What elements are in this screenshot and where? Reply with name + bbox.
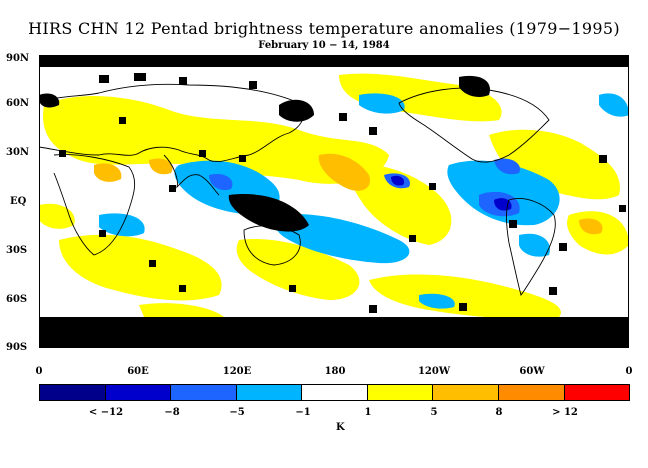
colorbar-swatch [236, 385, 303, 400]
lat-label: 90N [6, 53, 30, 64]
lon-label: 60W [519, 366, 545, 377]
colorbar-label: −8 [164, 407, 180, 418]
colorbar-label: −5 [229, 407, 245, 418]
colorbar-label: 1 [364, 407, 372, 418]
lon-label: 0 [35, 366, 43, 377]
strong-warm-regions [94, 153, 603, 235]
lon-label: 120E [222, 366, 252, 377]
lat-label: 60N [6, 98, 30, 109]
lat-label: 90S [6, 342, 28, 353]
colorbar-swatch [302, 385, 368, 400]
colorbar-label: 5 [430, 407, 438, 418]
map-frame [39, 55, 629, 348]
anomaly-map [39, 55, 629, 348]
colorbar-swatch [105, 385, 172, 400]
colorbar-label: −1 [295, 407, 311, 418]
colorbar-label: > 12 [552, 407, 578, 418]
colorbar-swatch [433, 385, 499, 400]
lon-label: 60E [127, 366, 149, 377]
lat-label: 60S [6, 294, 28, 305]
colorbar-swatch [564, 385, 630, 400]
missing-data-regions [39, 55, 629, 348]
colorbar-swatch [498, 385, 565, 400]
lat-label: 30N [6, 147, 30, 158]
map-subtitle: February 10 − 14, 1984 [258, 40, 390, 51]
map-title: HIRS CHN 12 Pentad brightness temperatur… [28, 19, 620, 38]
colorbar-unit: K [336, 422, 345, 433]
colorbar-label: 8 [495, 407, 503, 418]
colorbar-swatch [40, 385, 106, 400]
coastlines [39, 83, 629, 322]
lon-label: 0 [625, 366, 633, 377]
lon-label: 180 [324, 366, 346, 377]
colorbar-swatch [171, 385, 237, 400]
colorbar [39, 384, 630, 401]
colorbar-label: < −12 [88, 407, 124, 418]
lon-label: 120W [417, 366, 451, 377]
colorbar-swatch [367, 385, 434, 400]
lat-label: EQ [10, 196, 27, 207]
lat-label: 30S [6, 245, 28, 256]
